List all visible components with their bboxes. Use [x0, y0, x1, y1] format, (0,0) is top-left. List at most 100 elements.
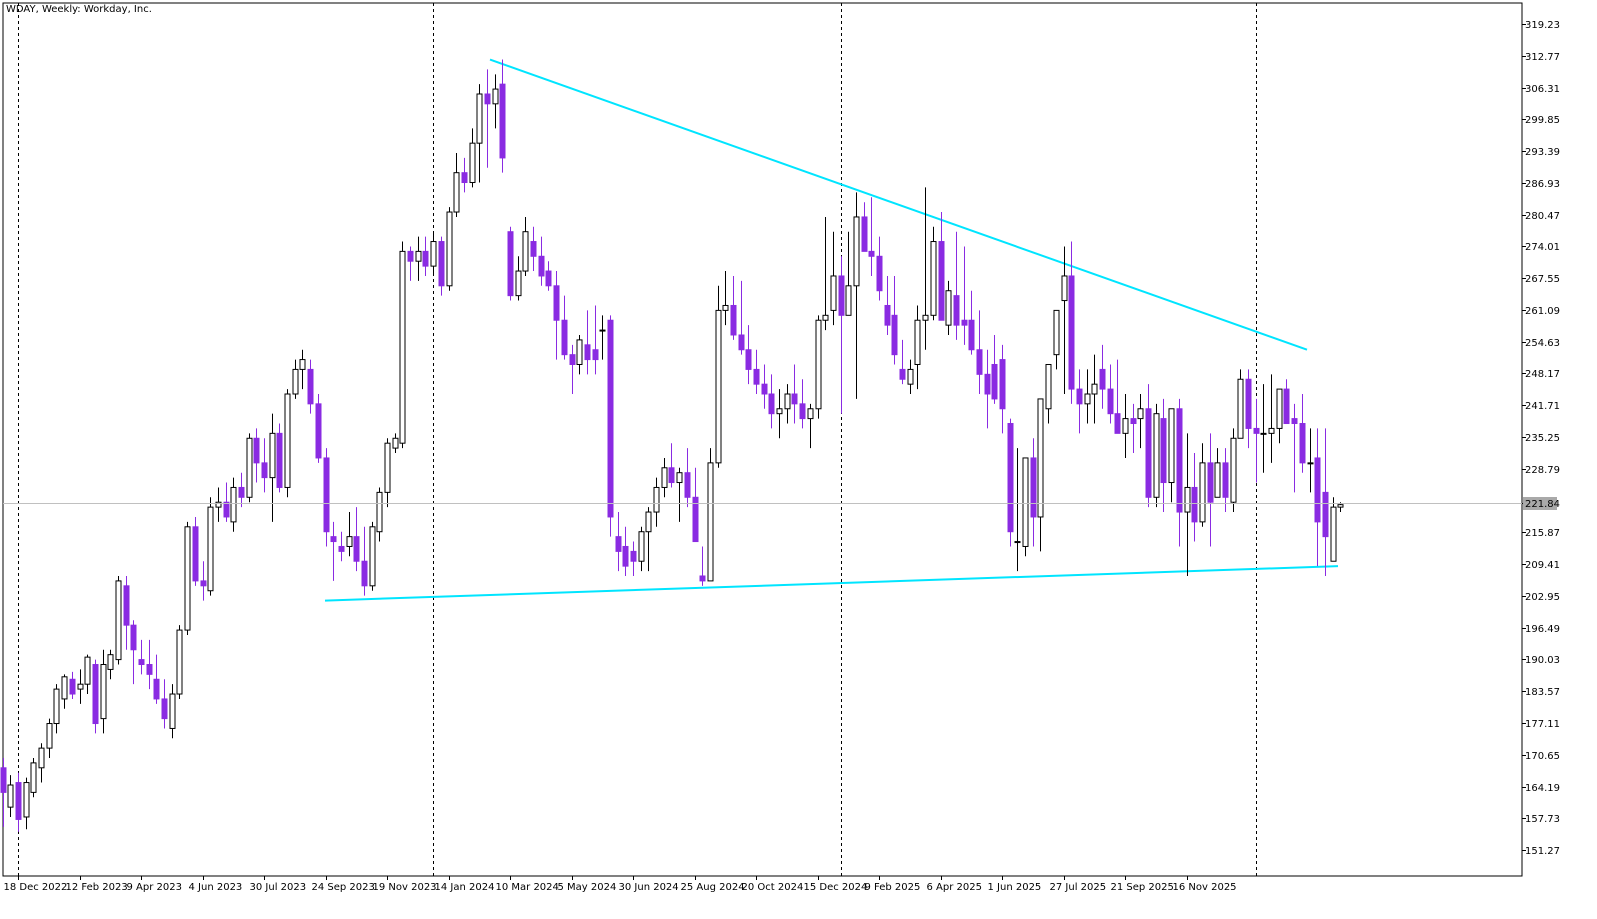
- candle: [230, 477, 237, 532]
- candle-body-up: [645, 511, 652, 533]
- candle-body-up: [676, 472, 683, 484]
- candle-body-down: [569, 354, 576, 365]
- candle: [338, 531, 345, 562]
- candle-body-up: [30, 762, 37, 793]
- candle-body-up: [1168, 408, 1175, 484]
- candle: [107, 649, 114, 680]
- candle: [15, 772, 22, 832]
- candle: [361, 526, 368, 596]
- candle: [914, 305, 921, 390]
- candle-body-up: [246, 437, 253, 498]
- x-tick-label: 18 Dec 2022: [4, 882, 68, 893]
- candle: [184, 521, 191, 636]
- candle-body-down: [953, 295, 960, 326]
- candle-body-down: [961, 319, 968, 326]
- candle: [376, 487, 383, 542]
- candle: [353, 507, 360, 572]
- candle: [1130, 403, 1137, 454]
- candle-body-down: [484, 93, 491, 105]
- candle-body-down: [891, 314, 898, 356]
- candle: [238, 472, 245, 508]
- candle: [453, 153, 460, 217]
- candle-body-down: [1253, 427, 1260, 434]
- support-trendline[interactable]: [324, 565, 1339, 602]
- candle-body-up: [1199, 462, 1206, 523]
- candle: [961, 246, 968, 345]
- candle-body-down: [976, 349, 983, 375]
- candle-body-up: [476, 93, 483, 144]
- candle-body-down: [1191, 486, 1198, 523]
- candle: [738, 280, 745, 355]
- x-tick-label: 1 Jun 2025: [988, 882, 1042, 893]
- x-tick-label: 16 Nov 2025: [1173, 882, 1237, 893]
- resistance-trendline[interactable]: [489, 58, 1308, 351]
- x-tick-label: 9 Apr 2023: [127, 882, 182, 893]
- candle-body-down: [323, 457, 330, 533]
- candle-body-up: [1230, 437, 1237, 503]
- y-tick-label: 215.87: [1525, 528, 1560, 539]
- candle-body-up: [599, 329, 606, 332]
- y-tick-label: 202.95: [1525, 592, 1560, 603]
- chart-title: WDAY, Weekly: Workday, Inc.: [6, 4, 152, 15]
- candle-body-down: [1007, 423, 1014, 533]
- candle-body-down: [538, 255, 545, 277]
- candle-body-up: [376, 491, 383, 533]
- candle-body-down: [422, 250, 429, 267]
- candle-body-up: [776, 408, 783, 415]
- candle-body-up: [1061, 275, 1068, 302]
- candle: [1145, 384, 1152, 508]
- candle: [1068, 241, 1075, 404]
- candle-body-down: [730, 304, 737, 336]
- candle-body-up: [1153, 413, 1160, 498]
- candle: [1207, 433, 1214, 547]
- candle-body-down: [161, 698, 168, 720]
- candle: [699, 546, 706, 586]
- x-tick-label: 12 Feb 2023: [66, 882, 128, 893]
- candle: [1199, 443, 1206, 527]
- candle: [522, 216, 529, 276]
- y-tick-label: 306.31: [1525, 84, 1560, 95]
- candle-body-up: [807, 408, 814, 420]
- trendlines[interactable]: [324, 58, 1339, 602]
- candle: [1007, 418, 1014, 547]
- candle: [146, 639, 153, 690]
- candle: [1307, 428, 1314, 493]
- x-tick-label: 24 Sep 2023: [312, 882, 375, 893]
- candle-body-up: [392, 437, 399, 449]
- candle-body-down: [238, 486, 245, 498]
- candle-body-up: [346, 536, 353, 547]
- candle: [446, 207, 453, 291]
- candle-body-up: [107, 654, 114, 670]
- candle-body-down: [838, 275, 845, 316]
- candle: [684, 448, 691, 508]
- candle: [299, 349, 306, 390]
- candles: [0, 59, 1344, 832]
- y-tick-label: 254.63: [1525, 338, 1560, 349]
- candle-body-down: [861, 216, 868, 252]
- candle: [253, 428, 260, 483]
- candle: [1137, 394, 1144, 449]
- candle-body-down: [338, 545, 345, 552]
- candle: [307, 359, 314, 414]
- candle-body-down: [307, 368, 314, 405]
- x-tick-label: 30 Jul 2023: [250, 882, 307, 893]
- candle-body-down: [1068, 275, 1075, 390]
- candle: [499, 59, 506, 173]
- candle-body-down: [768, 393, 775, 415]
- candle: [1330, 497, 1337, 562]
- candle-body-down: [984, 373, 991, 395]
- candle-body-down: [1207, 462, 1214, 503]
- candle-body-down: [146, 664, 153, 675]
- candle: [1061, 246, 1068, 395]
- candle: [1260, 384, 1267, 473]
- candle: [69, 671, 76, 699]
- candle-body-down: [699, 575, 706, 582]
- candle: [223, 482, 230, 522]
- x-tick-label: 20 Oct 2024: [742, 882, 804, 893]
- candle: [822, 216, 829, 331]
- candle: [323, 448, 330, 547]
- y-tick-label: 151.27: [1525, 846, 1560, 857]
- candle: [891, 275, 898, 365]
